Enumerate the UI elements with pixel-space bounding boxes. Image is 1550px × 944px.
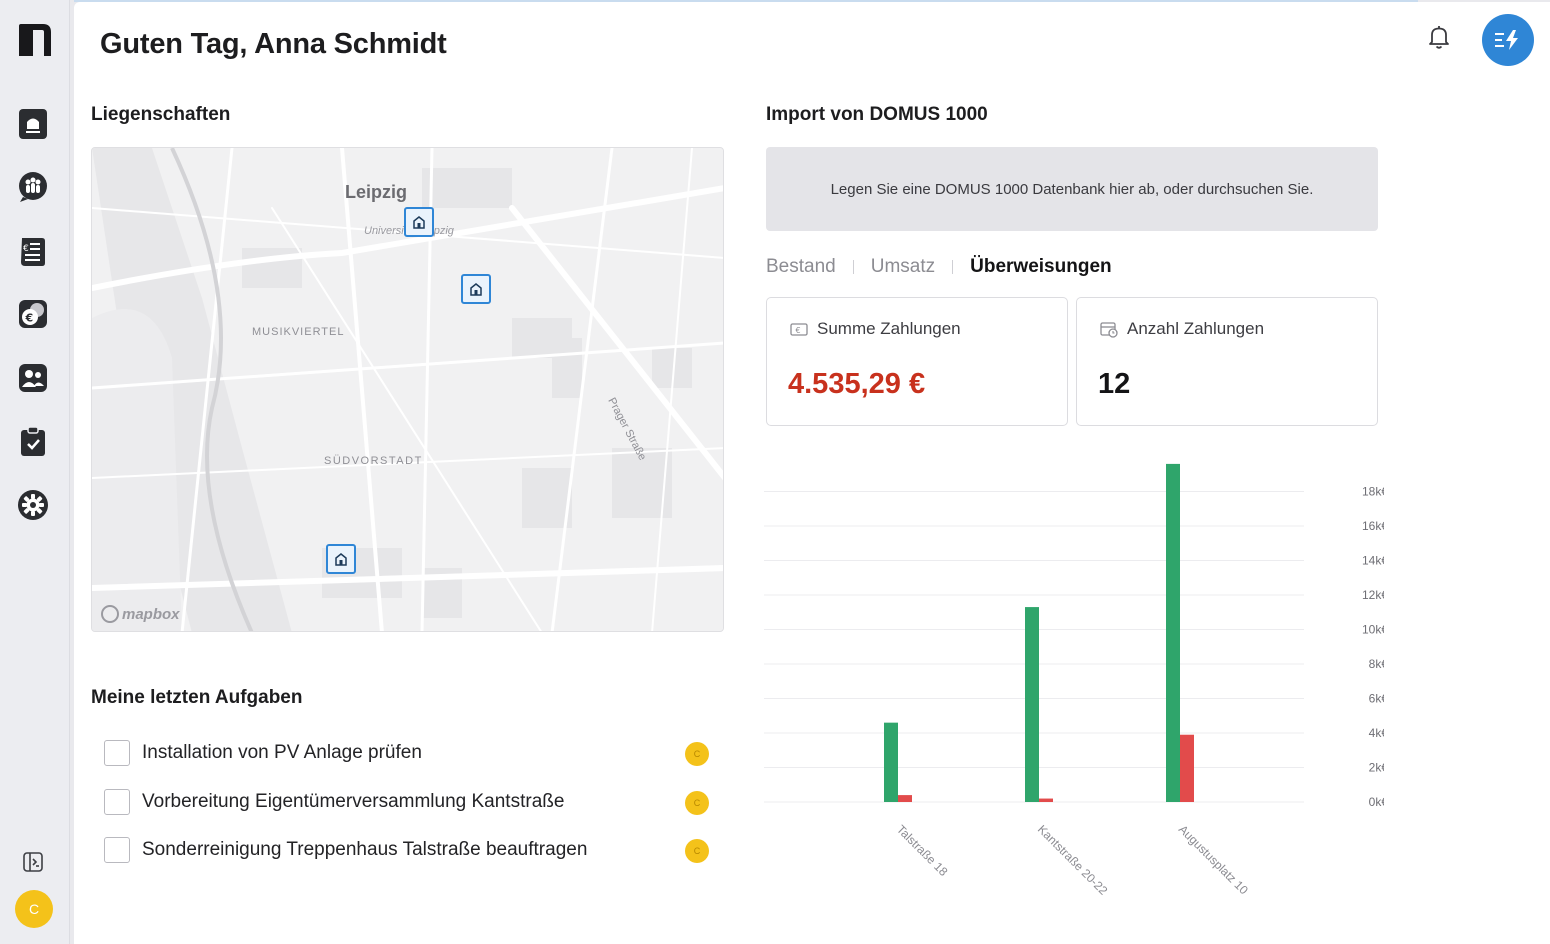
- chart-ytick-label: 4k€: [1369, 726, 1384, 740]
- home-icon: [413, 216, 425, 229]
- property-marker[interactable]: [326, 544, 356, 574]
- dropzone-text: Legen Sie eine DOMUS 1000 Datenbank hier…: [830, 180, 1314, 198]
- tab-umsatz[interactable]: Umsatz: [870, 256, 936, 277]
- svg-text:€: €: [23, 244, 29, 254]
- building-icon[interactable]: [17, 108, 49, 140]
- gear-icon[interactable]: [17, 489, 49, 521]
- lightning-list-icon: [1495, 30, 1518, 50]
- chart-ytick-label: 10k€: [1362, 623, 1384, 637]
- finance-tabs: Bestand Umsatz Überweisungen: [766, 254, 1112, 280]
- task-item: Installation von PV Anlage prüfen C: [104, 739, 714, 767]
- chart-ytick-label: 18k€: [1362, 485, 1384, 499]
- document-euro-icon[interactable]: €: [17, 235, 49, 267]
- calendar-clock-icon: [1100, 322, 1118, 338]
- dashboard-main: Guten Tag, Anna Schmidt Liegenschaften: [74, 2, 1550, 944]
- import-title: Import von DOMUS 1000: [766, 104, 988, 125]
- chart-bar: [1025, 607, 1039, 802]
- property-marker[interactable]: [404, 207, 434, 237]
- home-icon: [470, 283, 482, 296]
- task-checkbox[interactable]: [104, 740, 130, 766]
- svg-text:€: €: [796, 326, 801, 335]
- app-logo[interactable]: [17, 22, 53, 58]
- chart-ytick-label: 6k€: [1369, 692, 1384, 706]
- chart-ytick-label: 0k€: [1369, 795, 1384, 809]
- top-accent-line: [74, 0, 1418, 2]
- quick-action-button[interactable]: [1482, 14, 1534, 66]
- chart-ytick-label: 8k€: [1369, 657, 1384, 671]
- chart-ytick-label: 16k€: [1362, 519, 1384, 533]
- chart-bar: [884, 722, 898, 802]
- task-label[interactable]: Vorbereitung Eigentümerversammlung Kants…: [142, 791, 565, 812]
- chart-xtick-label: Kantstraße 20-22: [1035, 822, 1111, 898]
- chart-bar: [1166, 463, 1180, 802]
- task-item: Vorbereitung Eigentümerversammlung Kants…: [104, 788, 714, 816]
- property-marker[interactable]: [461, 274, 491, 304]
- cash-icon: €: [790, 323, 808, 336]
- svg-text:€: €: [25, 312, 34, 325]
- clipboard-check-icon[interactable]: [17, 425, 49, 457]
- map-canvas: Leipzig Universität Leipzig MUSIKVIERTEL…: [92, 148, 723, 631]
- people-icon[interactable]: [17, 171, 49, 203]
- tasks-title: Meine letzten Aufgaben: [91, 687, 303, 708]
- stat-card-count: Anzahl Zahlungen 12: [1076, 297, 1378, 426]
- sidebar: € € C: [0, 0, 70, 944]
- task-label[interactable]: Installation von PV Anlage prüfen: [142, 742, 422, 763]
- task-item: Sonderreinigung Treppenhaus Talstraße be…: [104, 836, 714, 864]
- task-assignee-avatar[interactable]: C: [685, 791, 709, 815]
- chart-xtick-label: Talstraße 18: [894, 822, 951, 879]
- chart-bar: [1180, 734, 1194, 802]
- properties-map[interactable]: Leipzig Universität Leipzig MUSIKVIERTEL…: [91, 147, 724, 632]
- tab-ueberweisungen[interactable]: Überweisungen: [970, 256, 1112, 277]
- person-card-icon[interactable]: [17, 362, 49, 394]
- task-checkbox[interactable]: [104, 837, 130, 863]
- task-label[interactable]: Sonderreinigung Treppenhaus Talstraße be…: [142, 839, 588, 860]
- map-attribution: mapbox: [122, 606, 180, 623]
- map-label-suedvorstadt: SÜDVORSTADT: [324, 455, 423, 467]
- tab-divider: [852, 260, 854, 274]
- stat-value-sum: 4.535,29 €: [788, 368, 926, 400]
- properties-title: Liegenschaften: [91, 104, 231, 125]
- home-icon: [335, 553, 347, 566]
- chart-bar: [1039, 798, 1053, 802]
- tab-bestand[interactable]: Bestand: [766, 256, 836, 277]
- panel-toggle-icon[interactable]: [17, 846, 49, 878]
- map-city-label: Leipzig: [345, 182, 407, 202]
- tab-divider: [952, 260, 954, 274]
- bell-icon[interactable]: [1425, 23, 1453, 51]
- chart-bar: [898, 795, 912, 802]
- task-assignee-avatar[interactable]: C: [685, 839, 709, 863]
- stat-label-sum: Summe Zahlungen: [817, 319, 961, 338]
- coins-euro-icon[interactable]: €: [17, 298, 49, 330]
- page-title: Guten Tag, Anna Schmidt: [100, 28, 447, 60]
- map-label-musikviertel: MUSIKVIERTEL: [252, 326, 345, 338]
- task-checkbox[interactable]: [104, 789, 130, 815]
- chart-ytick-label: 12k€: [1362, 588, 1384, 602]
- stat-card-sum: € Summe Zahlungen 4.535,29 €: [766, 297, 1068, 426]
- payments-bar-chart: 0k€2k€4k€6k€8k€10k€12k€14k€16k€18k€Konto…: [764, 463, 1384, 898]
- chart-xtick-label: Augustusplatz 10: [1176, 822, 1251, 897]
- user-avatar[interactable]: C: [15, 890, 53, 928]
- task-assignee-avatar[interactable]: C: [685, 742, 709, 766]
- file-dropzone[interactable]: Legen Sie eine DOMUS 1000 Datenbank hier…: [766, 147, 1378, 231]
- chart-ytick-label: 2k€: [1369, 761, 1384, 775]
- chart-ytick-label: 14k€: [1362, 554, 1384, 568]
- stat-value-count: 12: [1098, 368, 1131, 400]
- stat-label-count: Anzahl Zahlungen: [1127, 319, 1265, 338]
